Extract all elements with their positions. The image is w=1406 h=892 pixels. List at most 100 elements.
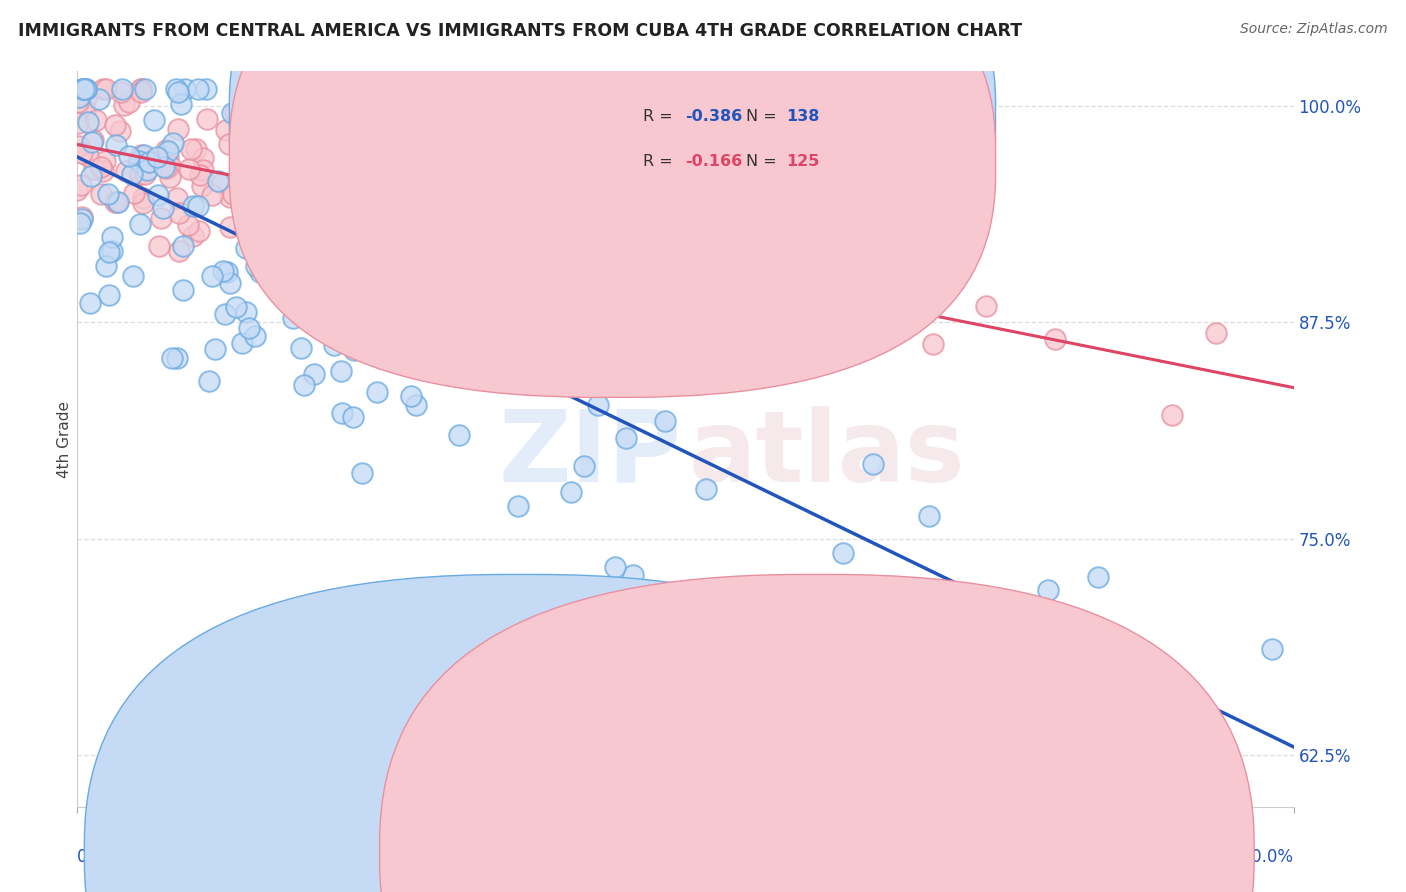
Point — [735, 235, 758, 249]
Point — [103, 118, 125, 132]
Point — [181, 228, 204, 243]
Point — [187, 223, 209, 237]
Point — [702, 241, 724, 255]
Point — [128, 153, 150, 168]
Point — [402, 181, 425, 195]
Point — [605, 560, 627, 574]
Text: 138: 138 — [786, 110, 820, 125]
Point — [408, 232, 430, 246]
Point — [121, 268, 143, 283]
Point — [129, 81, 152, 95]
Point — [266, 249, 288, 263]
Point — [187, 199, 209, 213]
Point — [440, 291, 463, 305]
Point — [359, 134, 381, 148]
Point — [467, 162, 489, 177]
Point — [399, 389, 422, 403]
Text: R =: R = — [643, 110, 678, 125]
Point — [636, 186, 658, 201]
Point — [295, 207, 318, 221]
Point — [188, 168, 211, 182]
Point — [342, 410, 364, 425]
Point — [1036, 583, 1059, 598]
Point — [312, 81, 335, 95]
Text: ZIP: ZIP — [499, 406, 682, 502]
Point — [283, 311, 305, 326]
Point — [104, 195, 127, 210]
Point — [143, 113, 166, 128]
Point — [155, 143, 177, 157]
Point — [560, 484, 582, 499]
Point — [101, 230, 124, 244]
Text: Immigrants from Central America: Immigrants from Central America — [543, 845, 800, 859]
Y-axis label: 4th Grade: 4th Grade — [56, 401, 72, 478]
Point — [75, 81, 97, 95]
Point — [382, 272, 405, 286]
Point — [595, 264, 617, 278]
Point — [247, 197, 270, 211]
Point — [131, 148, 153, 162]
FancyBboxPatch shape — [229, 0, 995, 397]
Point — [485, 221, 508, 235]
Point — [238, 177, 260, 191]
Text: IMMIGRANTS FROM CENTRAL AMERICA VS IMMIGRANTS FROM CUBA 4TH GRADE CORRELATION CH: IMMIGRANTS FROM CENTRAL AMERICA VS IMMIG… — [18, 22, 1022, 40]
Point — [82, 133, 104, 147]
Point — [172, 238, 194, 252]
Point — [70, 81, 93, 95]
Point — [66, 184, 89, 198]
Point — [129, 81, 152, 95]
Point — [153, 160, 176, 174]
Point — [1160, 408, 1182, 422]
Point — [361, 166, 384, 180]
Point — [110, 124, 132, 138]
Point — [212, 264, 235, 278]
Point — [312, 185, 335, 199]
Point — [364, 194, 387, 208]
Point — [918, 509, 941, 524]
Point — [177, 218, 200, 232]
Point — [260, 194, 283, 208]
Point — [1087, 570, 1109, 584]
Point — [314, 187, 336, 202]
Point — [165, 81, 187, 95]
Point — [214, 307, 236, 321]
Point — [352, 466, 374, 480]
Point — [302, 367, 325, 381]
Point — [98, 244, 121, 259]
Point — [73, 103, 96, 117]
Point — [654, 414, 676, 428]
Point — [94, 81, 117, 95]
Point — [229, 117, 252, 131]
Point — [101, 244, 124, 259]
Text: 0.0%: 0.0% — [77, 847, 120, 866]
Point — [204, 343, 226, 357]
Point — [392, 342, 415, 356]
Point — [695, 482, 717, 496]
FancyBboxPatch shape — [229, 0, 995, 353]
Point — [396, 211, 419, 226]
Point — [457, 279, 479, 293]
Point — [169, 205, 191, 219]
Point — [218, 137, 240, 152]
Point — [201, 188, 224, 202]
Point — [322, 338, 344, 352]
Point — [263, 115, 285, 129]
Point — [166, 191, 188, 205]
Point — [444, 258, 467, 272]
Point — [330, 364, 353, 378]
Point — [318, 177, 340, 191]
Point — [238, 96, 260, 111]
Point — [166, 121, 188, 136]
Point — [83, 161, 105, 176]
Point — [302, 212, 325, 227]
Point — [129, 167, 152, 181]
Point — [124, 186, 146, 200]
Point — [494, 323, 516, 337]
Point — [256, 237, 278, 252]
Point — [434, 344, 457, 359]
Point — [412, 263, 434, 277]
Point — [128, 217, 150, 231]
Point — [298, 173, 321, 187]
Point — [450, 198, 472, 212]
Point — [70, 178, 93, 193]
